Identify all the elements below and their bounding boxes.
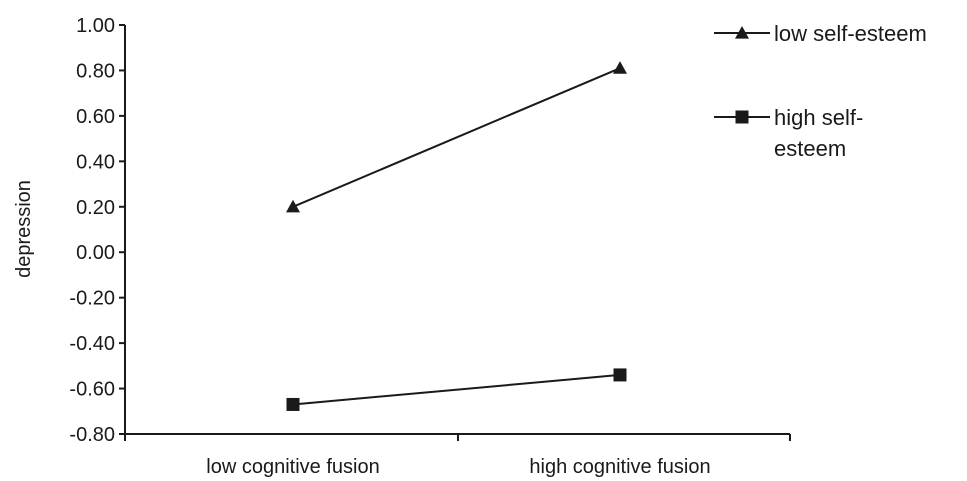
series-line	[292, 373, 621, 406]
legend-marker-square	[735, 110, 749, 124]
series-line	[292, 67, 621, 208]
y-ticks: 1.00 0.80 0.60 0.40 0.20 0.00 -0.20 -0.40 -0.60 -…	[69, 15, 125, 446]
y-tick-label: 1.00	[76, 15, 115, 37]
x-tick-label: low cognitive fusion	[206, 456, 379, 478]
legend-label: high self-	[774, 105, 863, 130]
y-tick-label: 0.80	[76, 60, 115, 82]
y-tick-label: 0.60	[76, 106, 115, 128]
series-high-self-esteem	[286, 368, 627, 411]
y-tick-label: -0.20	[69, 288, 115, 310]
data-point-triangle	[286, 199, 300, 213]
legend-item-low-self-esteem: low self-esteem	[714, 21, 927, 46]
y-tick-label: -0.60	[69, 379, 115, 401]
legend-label: esteem	[774, 136, 846, 161]
legend-marker-triangle	[735, 26, 749, 39]
y-tick-label: 0.00	[76, 242, 115, 264]
legend: low self-esteem high self-esteem	[714, 21, 927, 161]
data-point-triangle	[613, 61, 627, 74]
legend-item-high-self-esteem: high self-esteem	[714, 105, 863, 161]
series-low-self-esteem	[286, 61, 627, 213]
data-point-square	[613, 368, 627, 382]
y-axis-title: depression	[13, 180, 35, 278]
data-point-square	[286, 397, 300, 411]
legend-label: low self-esteem	[774, 21, 927, 46]
y-tick-label: 0.20	[76, 197, 115, 219]
y-tick-label: -0.40	[69, 333, 115, 355]
y-tick-label: 0.40	[76, 151, 115, 173]
plot-area	[286, 61, 627, 411]
x-tick-label: high cognitive fusion	[529, 456, 710, 478]
axes	[124, 25, 790, 435]
y-tick-label: -0.80	[69, 424, 115, 446]
x-ticks: low cognitive fusion high cognitive fusio…	[124, 434, 791, 478]
